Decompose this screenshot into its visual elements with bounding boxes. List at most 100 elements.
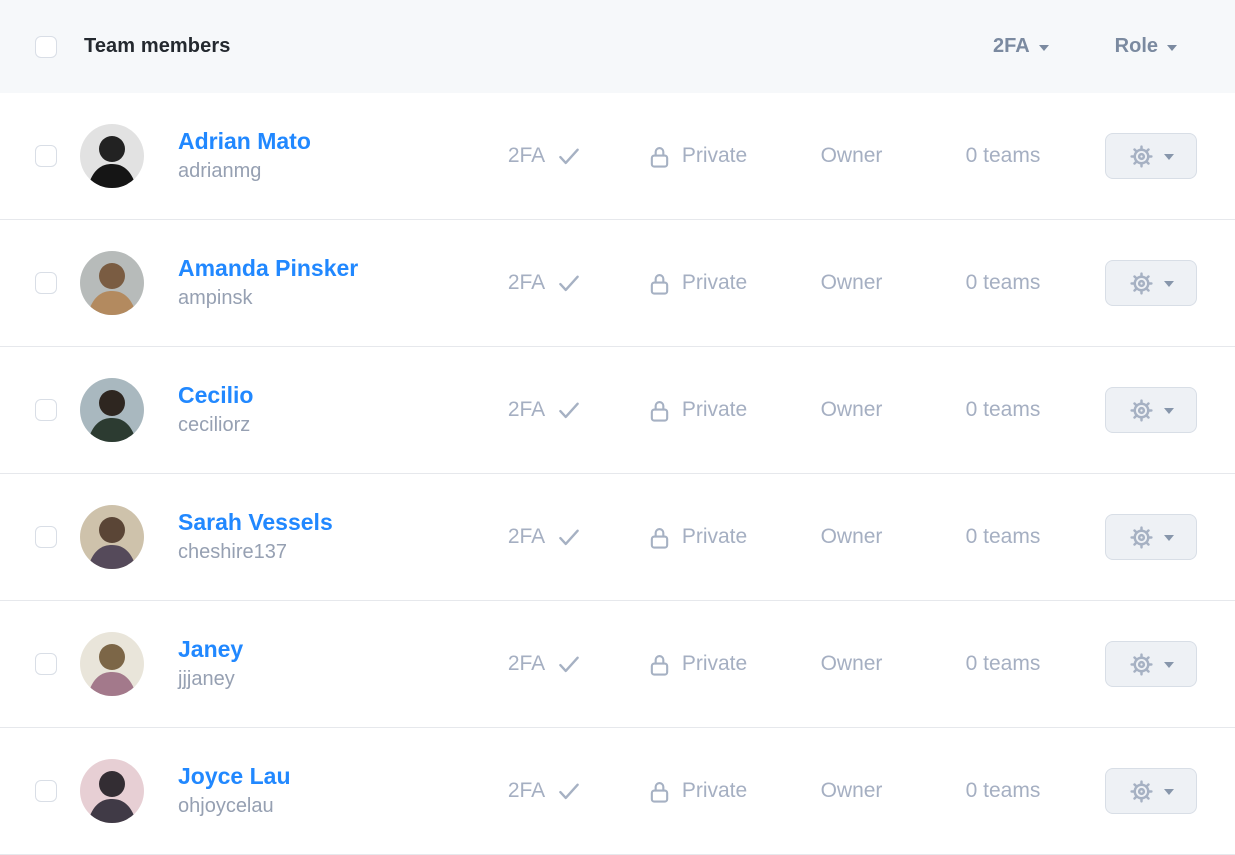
actions-cell [1098, 514, 1235, 560]
visibility-label: Private [681, 398, 748, 421]
twofa-cell: 2FA [490, 143, 600, 169]
teams-count: 0 teams [965, 398, 1041, 421]
member-name-link[interactable]: Adrian Mato [178, 128, 311, 155]
lock-icon [650, 781, 669, 803]
role-cell: Owner [795, 779, 908, 803]
table-row: Amanda Pinsker ampinsk 2FA Private Owner… [0, 220, 1235, 347]
teams-cell: 0 teams [908, 271, 1098, 295]
teams-count: 0 teams [965, 652, 1041, 675]
select-all-checkbox[interactable] [35, 35, 57, 58]
avatar[interactable] [80, 378, 144, 442]
chevron-down-icon [1164, 281, 1174, 287]
check-icon [559, 656, 580, 673]
role-cell: Owner [795, 652, 908, 676]
row-checkbox[interactable] [35, 526, 57, 548]
gear-icon [1130, 779, 1153, 803]
teams-count: 0 teams [965, 144, 1041, 167]
role-cell: Owner [795, 271, 908, 295]
chevron-down-icon [1164, 408, 1174, 414]
role-cell: Owner [795, 144, 908, 168]
role-label: Owner [820, 525, 883, 548]
settings-button[interactable] [1105, 260, 1197, 306]
gear-icon [1130, 144, 1153, 168]
row-checkbox[interactable] [35, 145, 57, 167]
teams-cell: 0 teams [908, 779, 1098, 803]
visibility-label: Private [681, 525, 748, 548]
row-checkbox[interactable] [35, 272, 57, 294]
twofa-label: 2FA [507, 144, 546, 167]
settings-button[interactable] [1105, 641, 1197, 687]
visibility-label: Private [681, 779, 748, 802]
settings-button[interactable] [1105, 768, 1197, 814]
lock-icon [650, 527, 669, 549]
twofa-cell: 2FA [490, 397, 600, 423]
row-checkbox[interactable] [35, 399, 57, 421]
member-username: ceciliorz [178, 413, 251, 436]
table-row: Cecilio ceciliorz 2FA Private Owner 0 te… [0, 347, 1235, 474]
visibility-cell: Private [600, 651, 795, 678]
member-username: adrianmg [178, 159, 262, 182]
member-identity: Joyce Lau ohjoycelau [178, 763, 490, 819]
avatar[interactable] [80, 759, 144, 823]
gear-icon [1130, 652, 1153, 676]
avatar[interactable] [80, 124, 144, 188]
avatar[interactable] [80, 251, 144, 315]
row-checkbox[interactable] [35, 780, 57, 802]
table-row: Janey jjjaney 2FA Private Owner 0 teams [0, 601, 1235, 728]
lock-icon [650, 273, 669, 295]
filter-role-dropdown[interactable]: Role [1115, 35, 1177, 58]
lock-icon [650, 654, 669, 676]
actions-cell [1098, 768, 1235, 814]
page-title: Team members [84, 35, 231, 57]
teams-cell: 0 teams [908, 652, 1098, 676]
table-row: Joyce Lau ohjoycelau 2FA Private Owner 0… [0, 728, 1235, 855]
member-identity: Adrian Mato adrianmg [178, 128, 490, 184]
teams-cell: 0 teams [908, 144, 1098, 168]
teams-cell: 0 teams [908, 525, 1098, 549]
teams-count: 0 teams [965, 525, 1041, 548]
chevron-down-icon [1038, 44, 1049, 51]
table-row: Adrian Mato adrianmg 2FA Private Owner 0… [0, 93, 1235, 220]
visibility-label: Private [681, 271, 748, 294]
chevron-down-icon [1167, 44, 1177, 51]
teams-cell: 0 teams [908, 398, 1098, 422]
member-name-link[interactable]: Amanda Pinsker [178, 255, 359, 282]
check-icon [559, 529, 580, 546]
member-username: jjjaney [178, 667, 235, 690]
settings-button[interactable] [1105, 387, 1197, 433]
member-identity: Sarah Vessels cheshire137 [178, 509, 490, 565]
check-icon [559, 275, 580, 292]
member-name-link[interactable]: Janey [178, 636, 244, 663]
member-name-link[interactable]: Joyce Lau [178, 763, 291, 790]
twofa-label: 2FA [507, 525, 546, 548]
filters: 2FA Role [993, 35, 1177, 58]
check-icon [559, 783, 580, 800]
table-row: Sarah Vessels cheshire137 2FA Private Ow… [0, 474, 1235, 601]
filter-2fa-dropdown[interactable]: 2FA [993, 35, 1049, 58]
filter-role-label: Role [1114, 35, 1158, 57]
visibility-cell: Private [600, 524, 795, 551]
gear-icon [1130, 398, 1153, 422]
check-icon [559, 148, 580, 165]
actions-cell [1098, 260, 1235, 306]
settings-button[interactable] [1105, 133, 1197, 179]
actions-cell [1098, 641, 1235, 687]
lock-icon [650, 146, 669, 168]
avatar[interactable] [80, 505, 144, 569]
chevron-down-icon [1164, 154, 1174, 160]
member-identity: Amanda Pinsker ampinsk [178, 255, 490, 311]
member-name-link[interactable]: Cecilio [178, 382, 254, 409]
member-username: ampinsk [178, 286, 253, 309]
teams-count: 0 teams [965, 271, 1041, 294]
twofa-label: 2FA [507, 398, 546, 421]
member-identity: Janey jjjaney [178, 636, 490, 692]
chevron-down-icon [1164, 535, 1174, 541]
visibility-label: Private [681, 652, 748, 675]
visibility-cell: Private [600, 143, 795, 170]
avatar[interactable] [80, 632, 144, 696]
row-checkbox[interactable] [35, 653, 57, 675]
settings-button[interactable] [1105, 514, 1197, 560]
member-name-link[interactable]: Sarah Vessels [178, 509, 333, 536]
visibility-cell: Private [600, 397, 795, 424]
